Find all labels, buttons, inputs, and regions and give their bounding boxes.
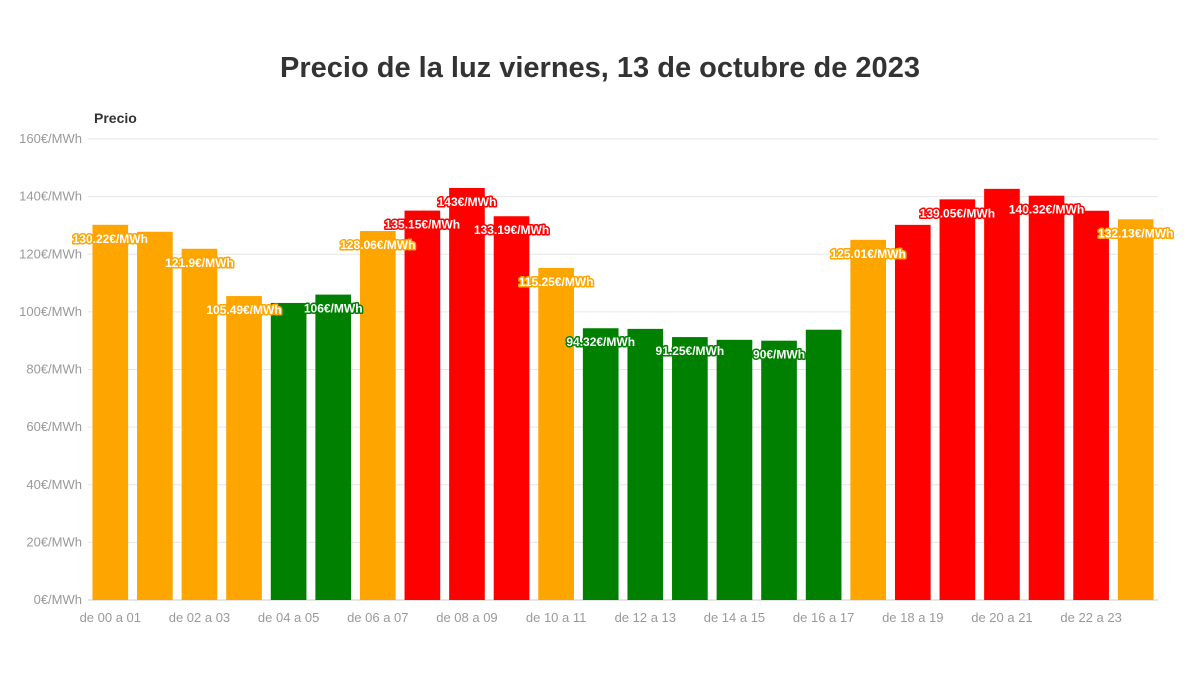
bar	[1028, 195, 1065, 600]
bar	[1117, 219, 1154, 601]
bar	[984, 188, 1020, 600]
x-tick-label: de 10 a 11	[526, 610, 586, 625]
bar	[672, 337, 708, 600]
data-label: 121.9€/MWh	[165, 256, 234, 270]
data-label: 125.01€/MWh	[831, 247, 906, 261]
x-tick-label: de 02 a 03	[169, 610, 230, 625]
data-label: 115.25€/MWh	[519, 275, 594, 289]
x-tick-label: de 18 a 19	[882, 610, 943, 625]
bar	[716, 339, 753, 600]
bar	[1073, 210, 1109, 601]
y-tick-label: 20€/MWh	[26, 534, 82, 549]
x-tick-label: de 06 a 07	[347, 610, 408, 625]
data-label: 130.22€/MWh	[73, 232, 148, 246]
data-label: 105.49€/MWh	[206, 303, 281, 317]
y-tick-label: 160€/MWh	[19, 131, 82, 146]
bar	[92, 224, 129, 600]
data-label: 128.06€/MWh	[340, 238, 415, 252]
bar	[181, 248, 218, 600]
bar	[359, 231, 396, 600]
bar	[761, 340, 797, 600]
y-tick-label: 100€/MWh	[19, 304, 82, 319]
data-label: 143€/MWh	[438, 195, 497, 209]
y-tick-label: 0€/MWh	[34, 592, 82, 607]
y-tick-label: 140€/MWh	[19, 189, 82, 204]
data-label: 91.25€/MWh	[656, 344, 725, 358]
bar	[404, 210, 441, 600]
bar	[627, 328, 664, 600]
bar	[538, 267, 574, 600]
x-tick-label: de 04 a 05	[258, 610, 319, 625]
y-tick-label: 120€/MWh	[19, 246, 82, 261]
bar	[805, 329, 842, 600]
x-tick-label: de 22 a 23	[1060, 610, 1121, 625]
data-label: 90€/MWh	[753, 348, 805, 362]
data-label: 94.32€/MWh	[566, 335, 635, 349]
data-label: 106€/MWh	[304, 302, 363, 316]
bar	[226, 296, 262, 600]
x-tick-label: de 14 a 15	[704, 610, 765, 625]
chart-title: Precio de la luz viernes, 13 de octubre …	[280, 52, 920, 84]
x-tick-label: de 00 a 01	[80, 610, 141, 625]
data-label: 139.05€/MWh	[920, 206, 995, 220]
bar	[270, 302, 307, 600]
data-label: 132.13€/MWh	[1098, 226, 1173, 240]
bar	[449, 187, 485, 600]
y-tick-label: 40€/MWh	[26, 477, 82, 492]
y-axis-label: Precio	[94, 110, 137, 126]
bar	[315, 294, 352, 600]
bar	[582, 328, 619, 600]
y-tick-label: 80€/MWh	[26, 362, 82, 377]
x-tick-label: de 20 a 21	[971, 610, 1032, 625]
data-label: 140.32€/MWh	[1009, 203, 1084, 217]
x-tick-label: de 08 a 09	[436, 610, 497, 625]
x-tick-label: de 12 a 13	[615, 610, 676, 625]
bar	[137, 231, 173, 600]
data-label: 135.15€/MWh	[385, 218, 460, 232]
bar	[894, 224, 931, 600]
data-label: 133.19€/MWh	[474, 223, 549, 237]
bar	[493, 216, 530, 600]
y-tick-label: 60€/MWh	[26, 419, 82, 434]
bar	[850, 239, 887, 600]
bar	[939, 199, 976, 600]
x-tick-label: de 16 a 17	[793, 610, 854, 625]
